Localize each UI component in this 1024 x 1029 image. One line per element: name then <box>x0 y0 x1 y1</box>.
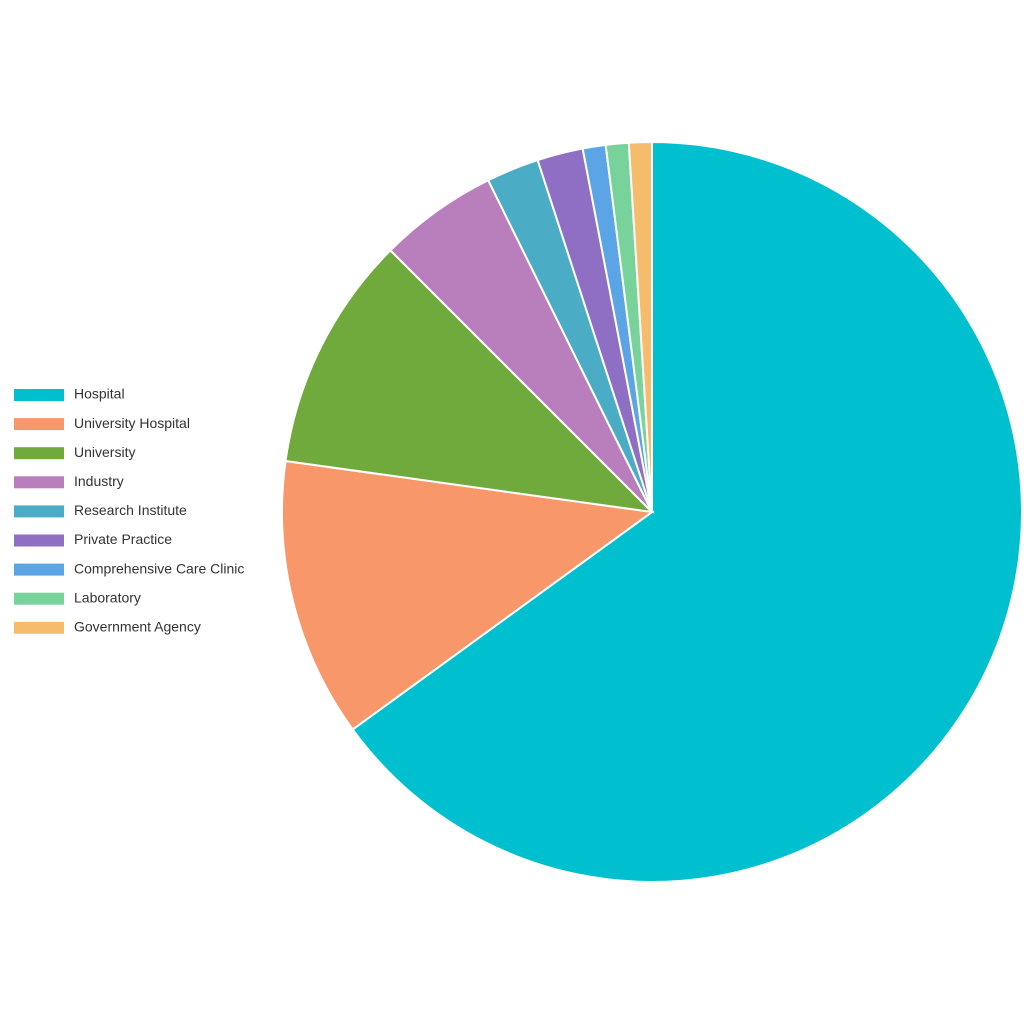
legend-label: Industry <box>74 473 124 489</box>
legend-swatch <box>14 476 64 489</box>
legend-label: Private Practice <box>74 531 172 547</box>
legend-label: University Hospital <box>74 415 190 431</box>
legend-label: Research Institute <box>74 502 187 518</box>
legend-label: Comprehensive Care Clinic <box>74 560 244 576</box>
pie-slice <box>284 248 655 514</box>
legend-label: University <box>74 444 135 460</box>
legend-swatch <box>14 389 64 401</box>
legend-swatch <box>14 592 64 605</box>
pie-slice <box>351 140 1023 883</box>
legend-swatch <box>14 447 64 460</box>
legend-swatch <box>14 621 64 634</box>
legend-swatch <box>14 505 64 518</box>
legend-label: Government Agency <box>74 619 201 635</box>
legend-label: Hospital <box>74 386 125 402</box>
pie-slice <box>627 140 653 513</box>
legend-label: Laboratory <box>74 589 141 605</box>
pie-slice <box>281 459 655 731</box>
legend-swatch <box>14 418 64 431</box>
legend-swatch <box>14 563 64 576</box>
legend-swatch <box>14 534 64 547</box>
